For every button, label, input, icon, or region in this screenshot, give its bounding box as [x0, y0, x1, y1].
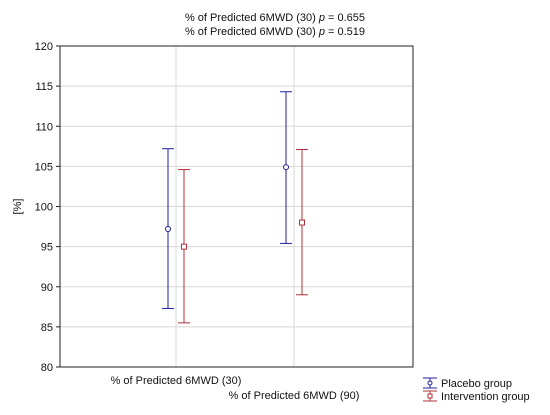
- y-tick-label: 95: [41, 242, 53, 254]
- mean-marker: [165, 225, 171, 232]
- x-category-label: % of Predicted 6MWD (30): [111, 375, 242, 387]
- y-tick-label: 85: [41, 322, 53, 334]
- legend-marker: [427, 393, 433, 399]
- y-tick-label: 120: [35, 41, 53, 53]
- mean-marker: [299, 219, 305, 226]
- y-tick-label: 110: [35, 121, 53, 133]
- x-category-label: % of Predicted 6MWD (90): [229, 390, 360, 402]
- legend-label: Placebo group: [441, 378, 512, 390]
- legend-label: Intervention group: [441, 391, 530, 403]
- legend-marker: [427, 380, 433, 386]
- chart-title-line-1: % of Predicted 6MWD (30) p = 0.655: [184, 12, 366, 24]
- y-axis-label: [%]: [12, 199, 24, 215]
- y-tick-label: 100: [35, 202, 53, 214]
- y-tick-label: 115: [35, 81, 53, 93]
- mean-marker: [283, 164, 289, 171]
- y-tick-label: 80: [41, 362, 53, 374]
- chart-title-line-2: % of Predicted 6MWD (30) p = 0.519: [184, 26, 366, 38]
- y-tick-label: 90: [41, 282, 53, 294]
- mean-marker: [181, 243, 187, 250]
- y-tick-label: 105: [35, 161, 53, 173]
